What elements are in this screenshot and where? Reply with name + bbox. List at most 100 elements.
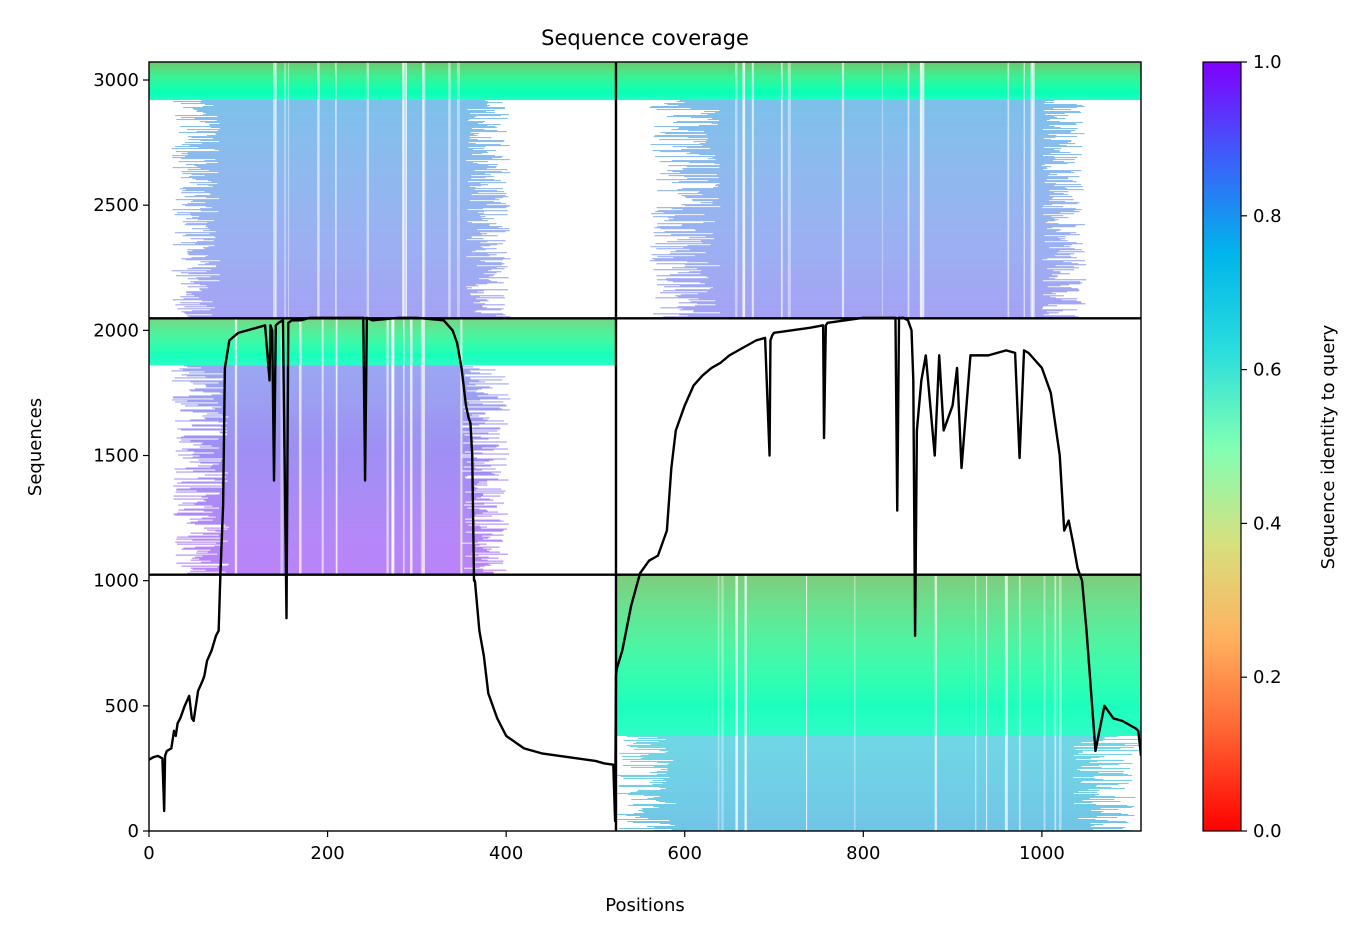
- coverage-row: [178, 509, 487, 511]
- coverage-row: [191, 310, 477, 312]
- coverage-row: [178, 441, 507, 443]
- coverage-row: [218, 211, 484, 213]
- coverage-row: [659, 139, 1051, 141]
- coverage-row: [224, 387, 493, 389]
- coverage-row: [172, 155, 495, 157]
- coverage-row: [652, 783, 1119, 785]
- coverage-row: [615, 626, 1141, 628]
- coverage-row: [171, 370, 470, 372]
- coverage-row: [615, 643, 1141, 645]
- coverage-row: [615, 90, 1141, 92]
- coverage-row: [708, 180, 1073, 182]
- coverage-row: [149, 329, 616, 331]
- coverage-row: [181, 311, 475, 313]
- coverage-row: [699, 191, 1069, 193]
- coverage-row: [149, 76, 616, 78]
- coverage-row: [220, 392, 485, 394]
- coverage-row: [615, 89, 1141, 91]
- coverage-gap: [335, 62, 337, 319]
- coverage-row: [202, 247, 483, 249]
- coverage-row: [210, 194, 472, 196]
- coverage-gap: [460, 318, 463, 575]
- coverage-row: [209, 125, 488, 127]
- coverage-row: [626, 735, 1118, 737]
- coverage-row: [615, 67, 1141, 69]
- coverage-row: [213, 398, 511, 400]
- coverage-row: [172, 299, 487, 301]
- coverage-row: [217, 566, 480, 568]
- coverage-row: [679, 309, 1078, 311]
- coverage-row: [174, 214, 508, 216]
- coverage-row: [720, 206, 1064, 208]
- coverage-row: [615, 621, 1141, 623]
- coverage-row: [203, 114, 509, 116]
- coverage-row: [708, 262, 1072, 264]
- coverage-row: [615, 701, 1141, 703]
- coverage-gap: [287, 62, 290, 319]
- coverage-row: [212, 505, 498, 507]
- coverage-row: [221, 473, 495, 475]
- coverage-row: [615, 705, 1141, 707]
- coverage-row: [632, 742, 1138, 744]
- coverage-row: [175, 199, 500, 201]
- coverage-row: [615, 664, 1141, 666]
- coverage-row: [185, 205, 511, 207]
- coverage-row: [656, 109, 1071, 111]
- coverage-gap: [1043, 574, 1046, 831]
- coverage-row: [176, 119, 470, 121]
- coverage-row: [183, 547, 484, 549]
- coverage-row: [221, 460, 490, 462]
- coverage-row: [712, 157, 1078, 159]
- colorbar-tick-label: 0.0: [1253, 821, 1282, 842]
- coverage-row: [187, 268, 505, 270]
- coverage-row: [194, 165, 489, 167]
- coverage-row: [678, 314, 1044, 316]
- coverage-row: [208, 185, 482, 187]
- coverage-gap: [234, 318, 238, 575]
- coverage-row: [704, 111, 1080, 113]
- coverage-row: [193, 444, 499, 446]
- coverage-row: [199, 121, 486, 123]
- coverage-row: [674, 215, 1064, 217]
- coverage-row: [615, 612, 1141, 614]
- coverage-gap: [1023, 62, 1025, 319]
- coverage-row: [149, 97, 616, 99]
- coverage-row: [672, 267, 1079, 269]
- coverage-row: [715, 300, 1077, 302]
- coverage-row: [615, 99, 1141, 101]
- coverage-row: [615, 669, 1141, 671]
- coverage-row: [650, 743, 1125, 745]
- coverage-row: [712, 233, 1071, 235]
- coverage-row: [623, 777, 1096, 779]
- coverage-row: [205, 376, 506, 378]
- coverage-row: [181, 436, 481, 438]
- coverage-row: [149, 361, 616, 363]
- coverage-row: [190, 567, 465, 569]
- coverage-row: [189, 461, 467, 463]
- coverage-row: [182, 369, 496, 371]
- coverage-row: [615, 688, 1141, 690]
- coverage-row: [615, 622, 1141, 624]
- coverage-row: [149, 330, 616, 332]
- coverage-row: [615, 672, 1141, 674]
- coverage-row: [615, 578, 1141, 580]
- coverage-row: [215, 159, 510, 161]
- coverage-row: [176, 489, 476, 491]
- coverage-gap: [1004, 574, 1008, 831]
- coverage-row: [149, 80, 616, 82]
- coverage-row: [172, 157, 502, 159]
- coverage-row: [615, 86, 1141, 88]
- coverage-row: [657, 210, 1075, 212]
- coverage-row: [201, 300, 489, 302]
- coverage-row: [214, 149, 473, 151]
- coverage-row: [615, 644, 1141, 646]
- coverage-row: [715, 159, 1075, 161]
- coverage-row: [190, 238, 484, 240]
- coverage-row: [693, 141, 1072, 143]
- coverage-row: [615, 587, 1141, 589]
- coverage-row: [189, 389, 478, 391]
- coverage-row: [678, 181, 1077, 183]
- coverage-row: [178, 161, 489, 163]
- coverage-row: [201, 143, 476, 145]
- coverage-gap: [273, 62, 276, 319]
